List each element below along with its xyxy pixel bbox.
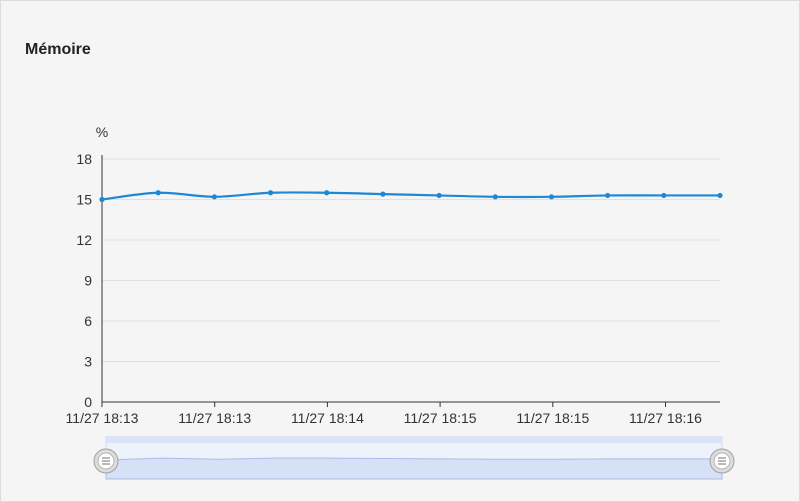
data-point — [548, 194, 555, 200]
y-tick-label: 9 — [84, 273, 92, 289]
y-tick-label: 6 — [84, 313, 92, 329]
data-point — [717, 192, 723, 199]
y-tick-labels: 0 3 6 9 12 15 18 — [76, 151, 92, 410]
x-tick-label: 11/27 18:13 — [66, 410, 139, 426]
zoom-handle-left[interactable] — [93, 448, 119, 474]
data-point — [99, 196, 105, 203]
data-point — [436, 192, 442, 199]
y-tick-label: 0 — [84, 394, 92, 410]
y-tick-label: 15 — [76, 192, 92, 208]
data-point — [155, 190, 161, 196]
data-point — [661, 192, 667, 199]
zoom-handle-right[interactable] — [709, 448, 735, 474]
zoom-drag-bar[interactable] — [106, 437, 722, 443]
y-tick-label: 3 — [84, 354, 92, 370]
panel-title: Mémoire — [25, 41, 91, 58]
data-point — [605, 192, 611, 199]
data-point — [324, 190, 330, 196]
y-tick-label: 18 — [76, 151, 92, 167]
series-points — [99, 190, 723, 203]
data-point — [492, 194, 498, 200]
data-point — [380, 191, 386, 197]
x-tick-label: 11/27 18:14 — [291, 410, 364, 426]
data-point — [267, 190, 274, 196]
x-tick-labels: 11/27 18:13 11/27 18:13 11/27 18:14 11/27 1… — [66, 402, 702, 426]
x-tick-label: 11/27 18:16 — [629, 410, 702, 426]
data-point — [211, 194, 217, 200]
axes — [101, 155, 720, 403]
zoom-preview-area — [105, 457, 723, 480]
data-zoom-slider[interactable] — [93, 436, 735, 480]
grid-lines — [102, 158, 720, 362]
series-line — [101, 191, 720, 201]
y-axis-unit: % — [96, 124, 108, 140]
x-tick-label: 11/27 18:13 — [178, 410, 251, 426]
x-tick-label: 11/27 18:15 — [404, 410, 477, 426]
x-tick-label: 11/27 18:15 — [516, 410, 589, 426]
y-tick-label: 12 — [76, 232, 92, 248]
